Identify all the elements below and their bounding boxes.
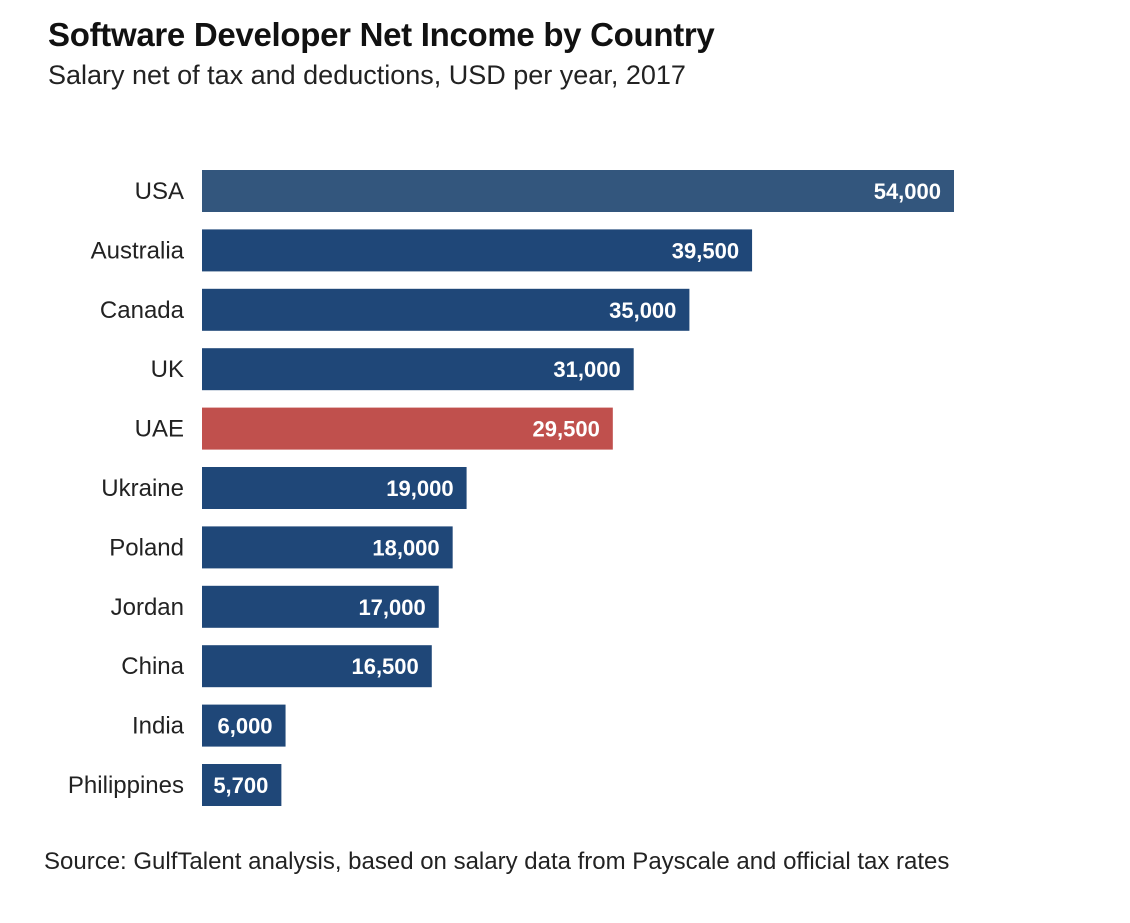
category-label: Jordan [111,594,184,621]
value-label: 17,000 [358,595,425,620]
bar-usa [202,170,954,212]
bar-uk [202,348,634,391]
value-label: 29,500 [533,417,600,442]
category-label: Philippines [68,772,184,799]
value-label: 16,500 [351,654,418,679]
bar-china [202,645,432,688]
value-label: 6,000 [217,714,272,739]
bar-ukraine [202,467,467,509]
bar-uae [202,407,613,450]
bar-india [202,704,286,747]
category-label: China [121,653,184,680]
category-label: Ukraine [101,475,184,502]
bar-australia [202,229,753,272]
bar-philippines [202,764,282,806]
bar-poland [202,526,453,569]
category-label: Australia [91,237,185,264]
source-note: Source: GulfTalent analysis, based on sa… [44,848,950,875]
value-label: 39,500 [672,238,739,263]
value-label: 5,700 [213,773,268,798]
bar-jordan [202,585,439,628]
value-label: 54,000 [874,179,941,204]
value-label: 18,000 [372,535,439,560]
category-label: USA [135,178,184,205]
category-label: Canada [100,297,185,324]
value-label: 35,000 [609,298,676,323]
bar-canada [202,288,690,331]
value-label: 31,000 [553,357,620,382]
chart-subtitle: Salary net of tax and deductions, USD pe… [48,60,686,90]
category-label: India [132,713,185,740]
value-label: 19,000 [386,476,453,501]
category-label: Poland [109,534,184,561]
chart-title: Software Developer Net Income by Country [48,16,715,53]
category-label: UAE [135,416,184,443]
category-label: UK [151,356,184,383]
